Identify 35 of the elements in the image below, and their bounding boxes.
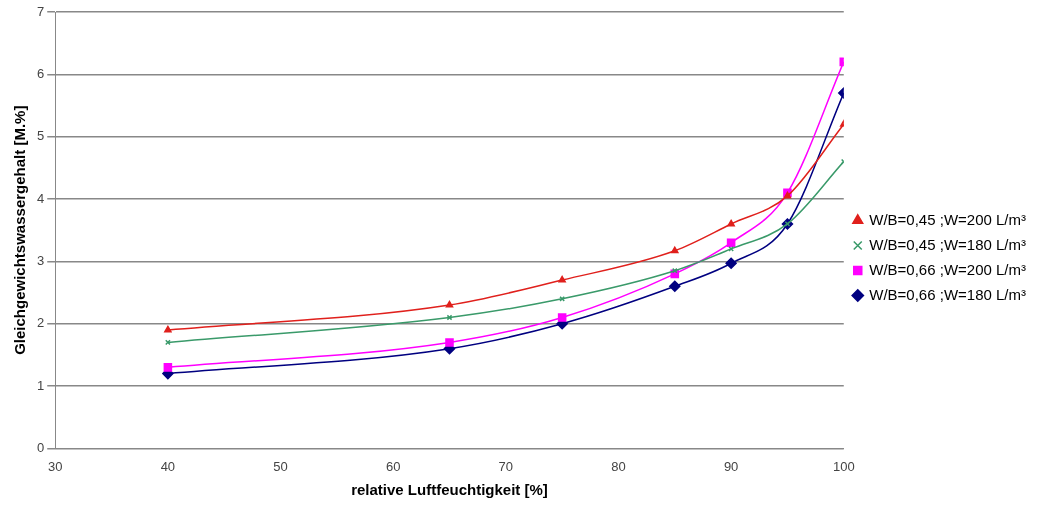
x-tick-label: 60 (385, 458, 401, 474)
y-tick-label: 5 (37, 128, 45, 144)
point (445, 300, 454, 308)
legend-label: W/B=0,66 ;W=200 L/m³ (869, 260, 1026, 278)
x-axis-title: relative Luftfeuchtigkeit [%] (351, 481, 548, 499)
y-tick-label: 4 (37, 190, 45, 206)
legend-label: W/B=0,45 ;W=180 L/m³ (869, 235, 1026, 253)
x-tick-label: 70 (498, 458, 514, 474)
point (558, 275, 566, 283)
y-tick-label: 3 (37, 252, 45, 268)
point (728, 246, 734, 252)
x-tick-label: 100 (832, 458, 855, 474)
y-tick-label: 1 (37, 377, 45, 393)
y-tick-label: 7 (37, 3, 45, 19)
point (671, 246, 679, 254)
point (445, 338, 454, 347)
point (727, 219, 735, 227)
y-tick-label: 2 (37, 315, 45, 331)
point (163, 363, 173, 372)
y-tick-label: 0 (37, 439, 45, 455)
y-axis-title: Gleichgewichtswassergehalt [M.%] (11, 105, 29, 355)
x-tick-label: 40 (160, 458, 176, 474)
y-tick-label: 6 (37, 65, 45, 81)
legend-label: W/B=0,45 ;W=200 L/m³ (869, 210, 1026, 228)
x-tick-label: 30 (48, 458, 63, 474)
point (557, 313, 567, 322)
x-tick-label: 90 (723, 458, 739, 474)
x-tick-label: 80 (611, 458, 626, 474)
point (446, 314, 453, 321)
point (164, 325, 172, 333)
point (726, 238, 736, 247)
point (725, 257, 737, 269)
point (669, 280, 681, 293)
legend-label: W/B=0,66 ;W=180 L/m³ (869, 285, 1026, 303)
x-tick-label: 50 (273, 458, 288, 474)
